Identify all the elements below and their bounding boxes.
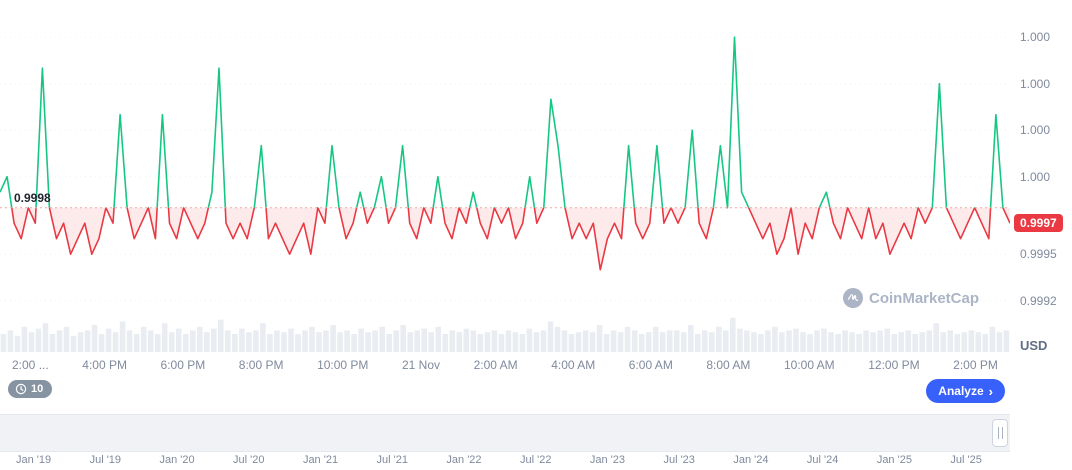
navigator-date-label: Jan '20 [159,454,195,466]
x-axis-label: 10:00 AM [783,358,835,372]
price-line-chart[interactable] [0,0,1010,310]
y-axis-tick: 0.9992 [1020,293,1057,308]
x-axis-label: 10:00 PM [317,358,369,372]
analyze-label: Analyze [938,384,984,398]
x-axis-label: 2:00 AM [473,358,518,372]
x-axis-label: 8:00 AM [706,358,751,372]
x-axis-label: 6:00 PM [160,358,206,372]
watermark-text: CoinMarketCap [869,289,980,307]
x-axis-label: 2:00 ... [12,358,49,372]
chevron-right-icon: › [988,383,993,399]
navigator-date-label: Jul '25 [950,454,982,466]
y-axis-tick: 0.9995 [1020,247,1057,262]
navigator-date-labels: Jan '19 Jul '19 Jan '20 Jul '20 Jan '21 Jul '… [0,454,1004,466]
navigator-date-label: Jul '21 [376,454,408,466]
history-replay-button[interactable]: 10 [8,380,53,398]
navigator-date-label: Jan '23 [589,454,626,466]
y-axis-tick: 1.000 [1020,123,1051,138]
navigator-date-label: Jan '25 [876,454,912,466]
x-axis-label: 2:00 PM [953,358,998,372]
navigator-date-label: Jan '24 [733,454,769,466]
navigator-date-label: Jan '22 [446,454,482,466]
navigator-date-label: Jul '22 [519,454,552,466]
y-axis: 0.9997 1.000 1.000 1.000 1.000 0.9995 0.9992 [1012,0,1072,310]
timeline-navigator[interactable] [0,414,1010,452]
x-axis-label: 21 Nov [402,358,441,372]
x-axis-label: 4:00 PM [82,358,127,372]
x-axis-label: 4:00 AM [551,358,596,372]
baseline-price-label: 0.9998 [14,190,51,205]
x-axis-label: 8:00 PM [238,358,284,372]
y-axis-tick: 1.000 [1020,169,1051,184]
x-axis: 2:00 ... 4:00 PM 6:00 PM 8:00 PM 10:00 PM 21 … [0,358,1010,372]
navigator-date-label: Jan '21 [302,454,339,466]
history-count: 10 [31,383,44,395]
watermark: CoinMarketCap [843,288,979,308]
x-axis-label: 12:00 PM [868,358,920,372]
navigator-drag-handle[interactable] [992,419,1008,447]
y-axis-tick: 1.000 [1020,30,1051,45]
coinmarketcap-logo-icon [843,288,863,308]
analyze-button[interactable]: Analyze › [926,379,1005,403]
navigator-date-label: Jul '19 [89,454,122,466]
volume-bars-chart [0,317,1010,352]
y-axis-tick: 1.000 [1020,76,1051,91]
navigator-date-label: Jul '23 [663,454,695,466]
navigator-date-label: Jul '24 [806,454,839,466]
unit-label: USD [1020,338,1048,353]
clock-icon [15,383,27,395]
x-axis-label: 6:00 AM [628,358,673,372]
navigator-date-label: Jul '20 [233,454,265,466]
navigator-date-label: Jan '19 [16,454,52,466]
current-price-badge: 0.9997 [1014,214,1063,233]
